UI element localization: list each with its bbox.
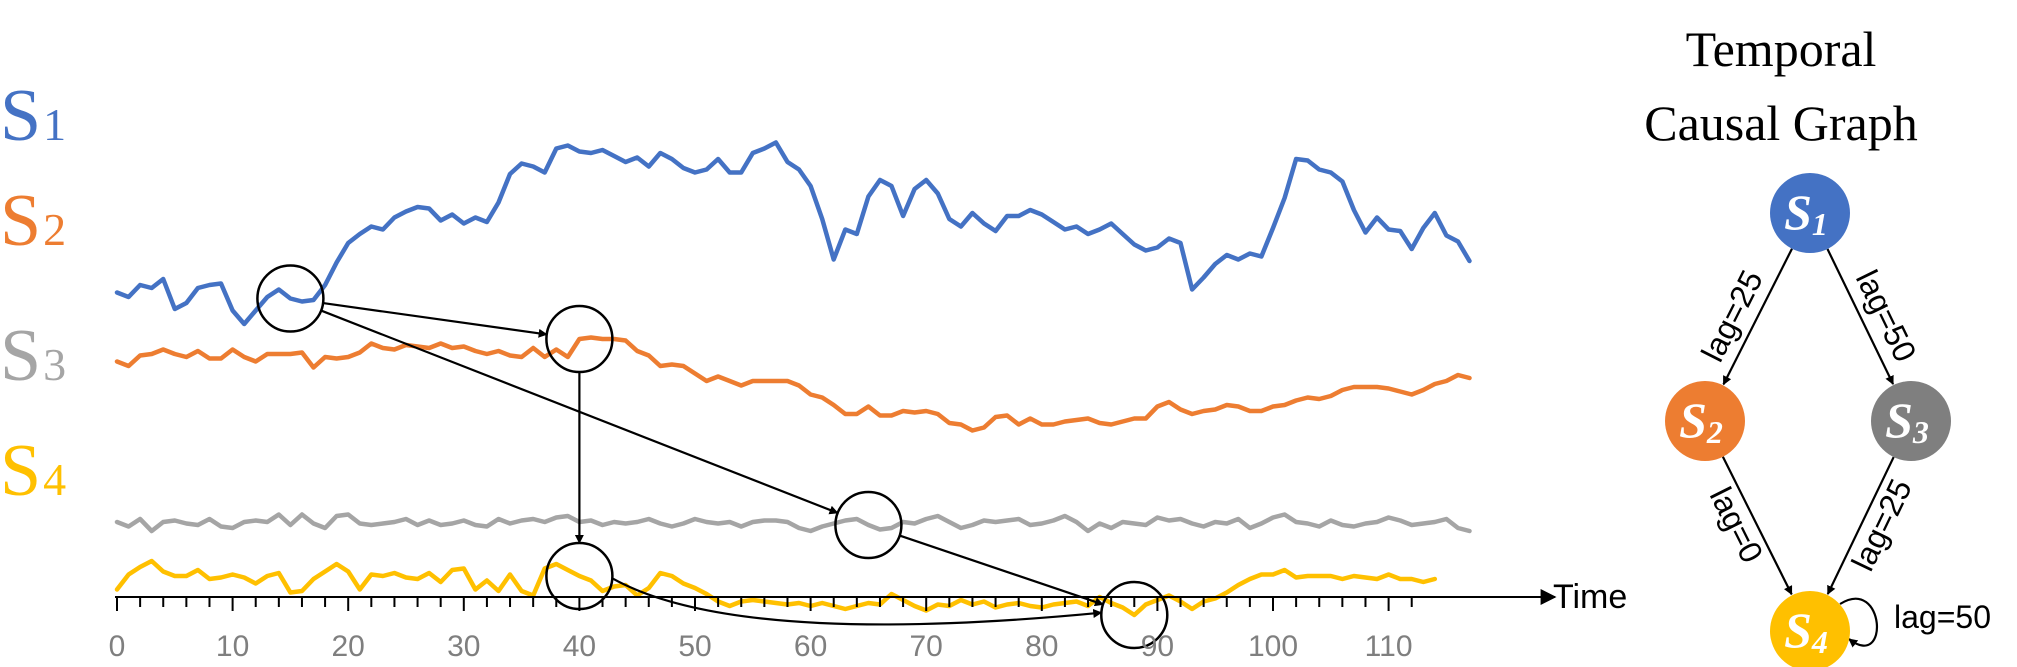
timeseries-panel: S1 S2 S3 S4 0 10 20 30 40 50 60 70 80 90 100 110 Time xyxy=(0,75,1627,663)
axis-tick-label: 40 xyxy=(563,630,596,663)
graph-title-line-1: Temporal xyxy=(1686,21,1877,77)
graph-node-circle xyxy=(1770,591,1850,667)
series-lines xyxy=(114,140,1472,618)
series-line-s1 xyxy=(114,140,1472,327)
series-label-s4: S4 xyxy=(0,430,66,512)
axis-tick-label: 70 xyxy=(910,630,943,663)
time-axis-ticks: 0 10 20 30 40 50 60 70 80 90 100 110 xyxy=(109,597,1413,663)
graph-title-line-2: Causal Graph xyxy=(1644,95,1918,151)
highlight-circle xyxy=(834,490,903,560)
graph-node-label: S2 xyxy=(1679,392,1723,450)
axis-tick-label: 30 xyxy=(447,630,480,663)
series-label-s1: S1 xyxy=(0,75,66,157)
graph-edge-label: lag=0 xyxy=(1703,481,1771,568)
time-axis: 0 10 20 30 40 50 60 70 80 90 100 110 Time xyxy=(109,578,1628,663)
axis-tick-label: 80 xyxy=(1025,630,1058,663)
highlight-circle xyxy=(256,264,325,333)
causal-arrow xyxy=(899,534,1104,607)
graph-node-s1: S1 xyxy=(1770,173,1850,253)
graph-edge xyxy=(1826,248,1895,385)
graph-edge xyxy=(1722,248,1793,386)
graph-node-label: S1 xyxy=(1784,184,1828,242)
graph-edge-label: lag=50 xyxy=(1894,599,1991,635)
axis-tick-label: 60 xyxy=(794,630,827,663)
axis-tick-label: 50 xyxy=(678,630,711,663)
graph-self-loop xyxy=(1839,597,1879,648)
graph-node-label: S4 xyxy=(1784,602,1828,660)
series-line-s2 xyxy=(114,335,1472,433)
graph-edge xyxy=(1721,456,1793,596)
graph-node-s4: S4 xyxy=(1770,591,1850,667)
series-label-s2: S2 xyxy=(0,180,66,262)
axis-tick-label: 110 xyxy=(1365,630,1413,663)
axis-tick-label: 100 xyxy=(1248,630,1298,663)
graph-node-circle xyxy=(1665,381,1745,461)
causal-arrow xyxy=(322,301,548,338)
graph-node-circle xyxy=(1871,381,1951,461)
axis-tick-label: 20 xyxy=(332,630,365,663)
series-label-s3: S3 xyxy=(0,315,66,397)
graph-edge xyxy=(1826,456,1895,595)
graph-edge-label: lag=25 xyxy=(1844,473,1918,576)
series-line-s3 xyxy=(114,512,1472,534)
axis-tick-label: 0 xyxy=(109,630,126,663)
axis-tick-label: 90 xyxy=(1141,630,1174,663)
causal-arrow xyxy=(611,577,1103,626)
graph-node-s2: S2 xyxy=(1665,381,1745,461)
graph-nodes: S1 S2 S3 S4 xyxy=(1665,173,1951,667)
causal-annotations xyxy=(256,264,1169,650)
series-labels: S1 S2 S3 S4 xyxy=(0,75,66,512)
graph-node-circle xyxy=(1770,173,1850,253)
series-line-s4 xyxy=(114,558,1438,618)
graph-node-s3: S3 xyxy=(1871,381,1951,461)
axis-tick-label: 10 xyxy=(216,630,249,663)
graph-node-label: S3 xyxy=(1885,392,1929,450)
time-axis-label: Time xyxy=(1553,578,1627,616)
